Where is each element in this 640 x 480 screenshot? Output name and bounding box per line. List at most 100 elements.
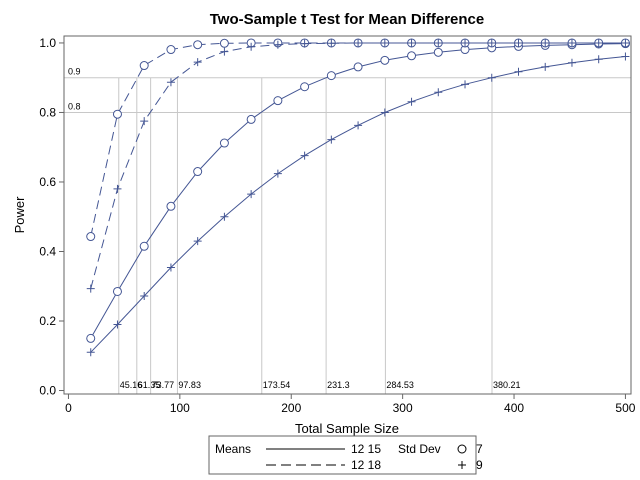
plus-marker	[621, 52, 630, 61]
y-tick-label: 0.6	[39, 175, 56, 189]
plus-marker	[621, 38, 630, 47]
circle-marker	[166, 45, 176, 55]
plus-marker	[247, 190, 256, 199]
plus-marker	[407, 38, 416, 47]
circle-marker	[166, 201, 176, 211]
circle-marker	[139, 61, 149, 71]
circle-marker	[353, 62, 363, 72]
plus-marker	[354, 121, 363, 130]
legend-means-entry: 12 15	[351, 442, 381, 456]
plus-marker	[567, 38, 576, 47]
reference-label-h: 0.9	[68, 67, 81, 77]
plus-marker	[434, 88, 443, 97]
series-layer	[86, 38, 630, 357]
plus-marker	[434, 38, 443, 47]
plus-marker	[300, 151, 309, 160]
axis-ticks: 0 100 200 300 400 500 0.0 0.2 0.4 0.6 0.8 1.0	[39, 36, 635, 415]
plus-marker	[273, 169, 282, 178]
series-line-0	[90, 43, 626, 339]
legend-box	[208, 435, 477, 475]
plus-marker	[461, 80, 470, 89]
reference-label-v: 380.21	[493, 380, 521, 390]
legend-means-title: Means	[215, 442, 251, 456]
y-tick-label: 0.4	[39, 244, 56, 258]
circle-marker	[300, 82, 310, 92]
reference-label-v: 97.83	[178, 380, 201, 390]
plus-marker	[193, 58, 202, 67]
plus-marker	[113, 320, 122, 329]
circle-marker	[112, 286, 122, 296]
plus-marker	[380, 38, 389, 47]
legend-means-entry: 12 18	[351, 458, 381, 472]
circle-marker	[219, 38, 229, 48]
plus-marker	[541, 38, 550, 47]
circle-marker	[326, 71, 336, 81]
circle-marker	[112, 109, 122, 119]
circle-marker	[86, 232, 96, 242]
circle-marker	[380, 55, 390, 65]
x-tick-label: 300	[393, 401, 413, 415]
plus-marker	[487, 38, 496, 47]
plus-marker	[354, 38, 363, 47]
reference-label-v: 231.3	[327, 380, 350, 390]
y-axis-title: Power	[12, 196, 27, 234]
reference-label-v: 61.35	[138, 380, 161, 390]
circle-marker	[139, 241, 149, 251]
plus-marker	[140, 291, 149, 300]
plus-marker	[300, 39, 309, 48]
plus-marker	[273, 40, 282, 49]
reference-label-v: 284.53	[386, 380, 414, 390]
legend-std-entry: 9	[476, 458, 483, 472]
plus-marker	[220, 212, 229, 221]
plus-marker	[514, 67, 523, 76]
circle-marker	[86, 333, 96, 343]
legend: Means 12 15 12 18 Std Dev 7 9	[208, 435, 483, 475]
plus-marker	[541, 62, 550, 71]
circle-marker	[246, 114, 256, 124]
reference-label-h: 0.8	[68, 101, 81, 111]
legend-circle-marker	[457, 444, 467, 454]
plus-marker	[380, 108, 389, 117]
plus-marker	[487, 73, 496, 82]
plus-marker	[140, 117, 149, 126]
x-tick-label: 0	[65, 401, 72, 415]
plus-marker	[461, 38, 470, 47]
circle-marker	[273, 96, 283, 106]
plus-marker	[113, 184, 122, 193]
reference-label-v: 73.77	[152, 380, 175, 390]
reference-label-v: 173.54	[263, 380, 291, 390]
circle-marker	[219, 138, 229, 148]
plus-marker	[86, 348, 95, 357]
circle-marker	[407, 51, 417, 61]
plus-marker	[594, 38, 603, 47]
legend-std-title: Std Dev	[398, 442, 441, 456]
x-tick-label: 200	[281, 401, 301, 415]
plus-marker	[514, 38, 523, 47]
circle-marker	[193, 40, 203, 50]
plot-frame	[63, 35, 632, 395]
legend-std-entry: 7	[476, 442, 483, 456]
plus-marker	[327, 135, 336, 144]
x-tick-label: 400	[504, 401, 524, 415]
y-tick-label: 0.8	[39, 105, 56, 119]
plus-marker	[407, 97, 416, 106]
y-tick-label: 0.0	[39, 384, 56, 398]
x-tick-label: 500	[615, 401, 635, 415]
plus-marker	[166, 263, 175, 272]
plus-marker	[166, 78, 175, 87]
plus-marker	[247, 42, 256, 51]
plus-marker	[220, 47, 229, 56]
y-tick-label: 1.0	[39, 36, 56, 50]
reference-label-v: 45.16	[120, 380, 143, 390]
x-axis-title: Total Sample Size	[295, 421, 399, 436]
chart-title: Two-Sample t Test for Mean Difference	[210, 11, 485, 28]
plus-marker	[193, 237, 202, 246]
plus-marker	[594, 55, 603, 64]
circle-marker	[193, 167, 203, 177]
legend-plus-marker	[458, 461, 466, 469]
plus-marker	[86, 284, 95, 293]
y-tick-label: 0.2	[39, 314, 56, 328]
plus-marker	[327, 39, 336, 48]
